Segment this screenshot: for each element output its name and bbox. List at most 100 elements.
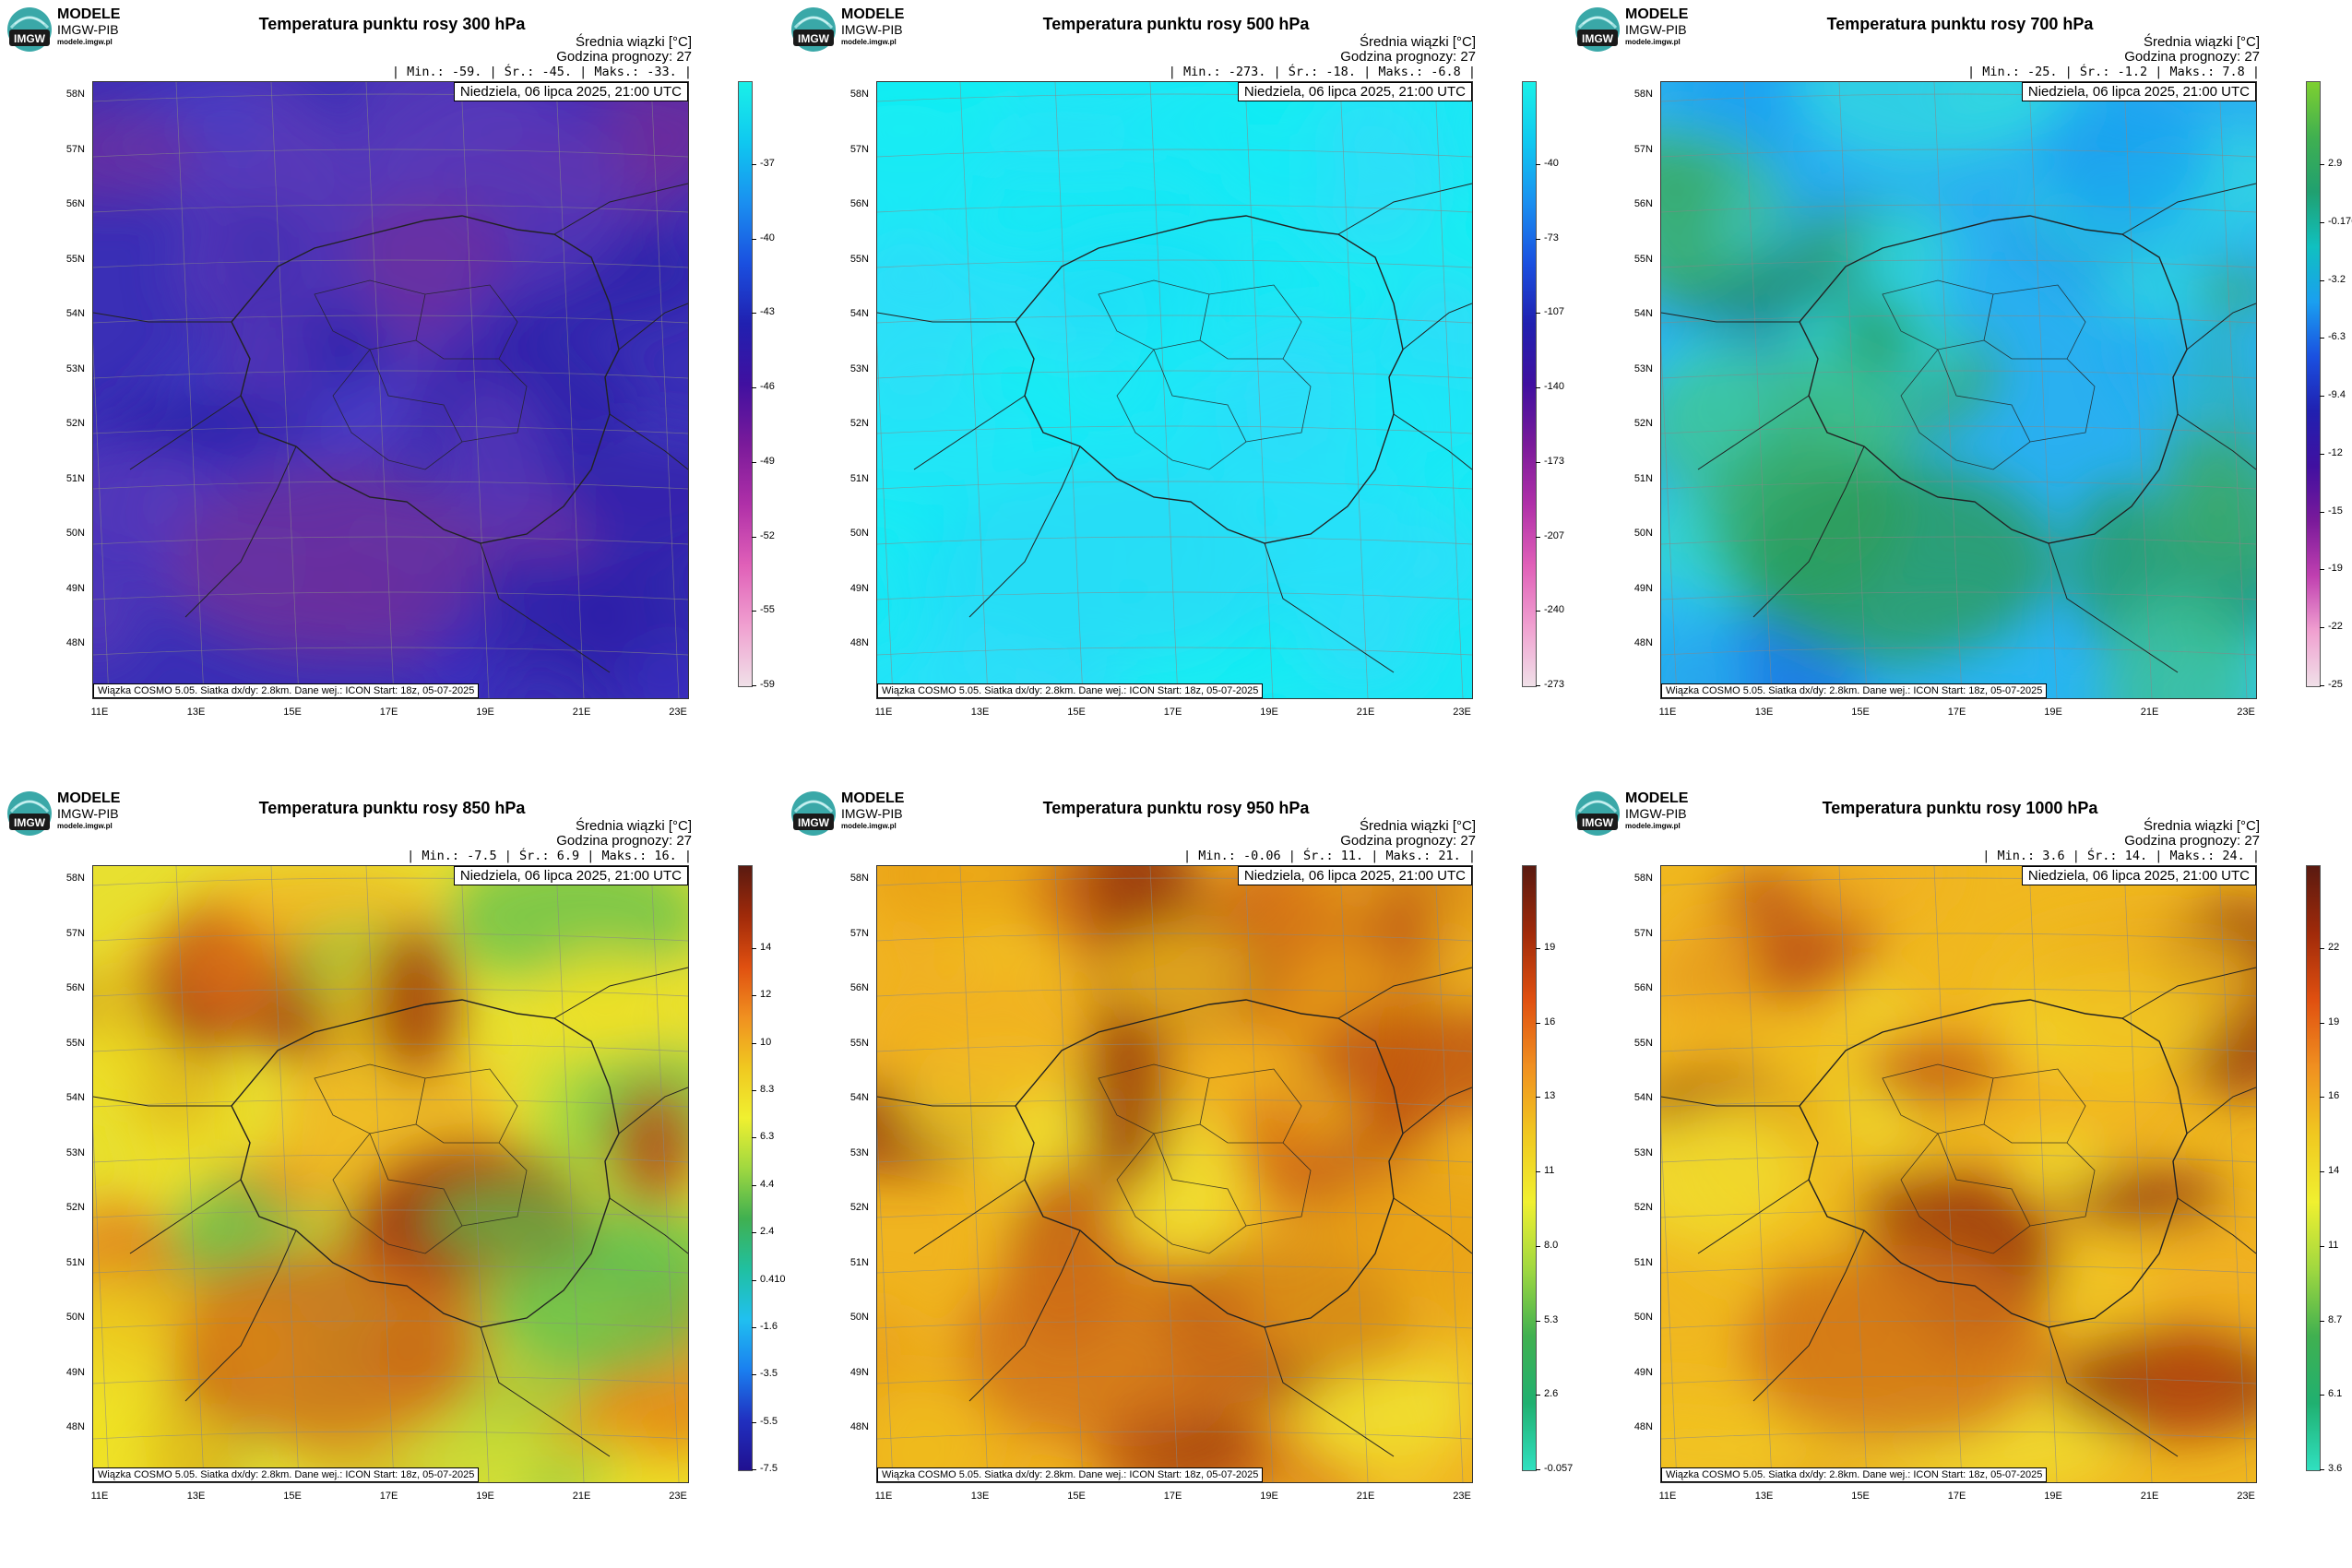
lon-label: 17E xyxy=(1947,1491,1966,1502)
colorbar-tick-label: -1.6 xyxy=(760,1320,778,1332)
lat-label: 56N xyxy=(1633,982,1653,993)
colorbar-tick-label: -5.5 xyxy=(760,1415,778,1427)
colorbar-tick-label: -55 xyxy=(760,604,775,616)
lat-label: 51N xyxy=(849,472,869,484)
lon-label: 19E xyxy=(2044,707,2062,718)
lat-label: 55N xyxy=(65,1037,85,1049)
brand-block: MODELE IMGW-PIB modele.imgw.pl xyxy=(1625,7,1688,46)
lon-label: 11E xyxy=(1658,707,1677,718)
lat-label: 48N xyxy=(65,1421,85,1432)
colorbar-tick-mark xyxy=(752,1184,756,1186)
brand-title: MODELE xyxy=(1625,6,1689,22)
colorbar-tick-mark xyxy=(2320,1245,2324,1247)
colorbar-tick-label: 8.7 xyxy=(2328,1313,2343,1325)
colorbar-tick-label: -15 xyxy=(2328,505,2343,517)
map-area: Niedziela, 06 lipca 2025, 21:00 UTC Wiązk… xyxy=(876,81,1473,699)
colorbar-tick-mark xyxy=(2320,279,2324,281)
colorbar-tick-label: -40 xyxy=(760,232,775,244)
valid-time-box: Niedziela, 06 lipca 2025, 21:00 UTC xyxy=(1237,82,1472,101)
ensemble-mean-label: Średnia wiązki [°C] xyxy=(1359,818,1476,834)
colorbar-tick-mark xyxy=(1536,387,1540,389)
lon-label: 13E xyxy=(970,707,990,718)
map-panel: IMGW MODELE IMGW-PIB modele.imgw.pl Temperat… xyxy=(1568,0,2352,784)
colorbar-tick-label: -173 xyxy=(1544,455,1565,467)
map-field xyxy=(1661,866,2256,1482)
lon-label: 17E xyxy=(379,1491,398,1502)
lat-label: 52N xyxy=(1633,418,1653,429)
colorbar-tick-mark xyxy=(1536,1171,1540,1173)
map-area: Niedziela, 06 lipca 2025, 21:00 UTC Wiązk… xyxy=(1660,81,2257,699)
lat-label: 57N xyxy=(849,143,869,155)
logo-text: IMGW xyxy=(798,32,829,45)
lat-label: 53N xyxy=(1633,362,1653,374)
colorbar-tick-label: -40 xyxy=(1544,158,1559,169)
colorbar-tick-mark xyxy=(1536,1022,1540,1024)
lat-label: 50N xyxy=(849,528,869,539)
lat-label: 51N xyxy=(1633,472,1653,484)
lat-label: 50N xyxy=(65,528,85,539)
lon-label: 11E xyxy=(90,1491,109,1502)
lon-label: 17E xyxy=(1947,707,1966,718)
lat-label: 58N xyxy=(849,89,869,100)
colorbar-tick-mark xyxy=(752,536,756,538)
colorbar xyxy=(738,865,753,1471)
lat-label: 58N xyxy=(65,873,85,884)
lat-label: 54N xyxy=(1633,1092,1653,1103)
lat-label: 50N xyxy=(1633,528,1653,539)
colorbar-tick-mark xyxy=(2320,338,2324,339)
lat-label: 54N xyxy=(65,1092,85,1103)
lon-label: 23E xyxy=(669,707,687,718)
lat-label: 56N xyxy=(849,198,869,209)
colorbar-tick-mark xyxy=(1536,164,1540,165)
lon-label: 23E xyxy=(1453,1491,1471,1502)
colorbar-tick-label: 19 xyxy=(1544,942,1556,953)
colorbar-tick-label: 2.6 xyxy=(1544,1388,1559,1400)
lat-label: 53N xyxy=(849,362,869,374)
lat-label: 56N xyxy=(65,198,85,209)
colorbar-tick-mark xyxy=(2320,164,2324,165)
brand-block: MODELE IMGW-PIB modele.imgw.pl xyxy=(57,791,120,830)
model-info-box: Wiązka COSMO 5.05. Siatka dx/dy: 2.8km. … xyxy=(1661,683,2048,698)
brand-url: modele.imgw.pl xyxy=(841,822,897,830)
brand-url: modele.imgw.pl xyxy=(1625,822,1681,830)
colorbar-tick-label: -6.3 xyxy=(2328,331,2346,343)
logo-text: IMGW xyxy=(14,816,45,829)
brand-title: MODELE xyxy=(841,6,905,22)
colorbar-tick-label: -52 xyxy=(760,529,775,541)
colorbar-tick-mark xyxy=(1536,238,1540,240)
lat-label: 53N xyxy=(1633,1146,1653,1158)
lat-label: 51N xyxy=(1633,1256,1653,1268)
colorbar-tick-label: -9.4 xyxy=(2328,389,2346,401)
lat-label: 57N xyxy=(849,927,869,939)
lat-label: 48N xyxy=(1633,1421,1653,1432)
lat-label: 51N xyxy=(65,1256,85,1268)
lon-label: 13E xyxy=(1754,707,1774,718)
map-panel: IMGW MODELE IMGW-PIB modele.imgw.pl Temperat… xyxy=(0,0,784,784)
colorbar-tick-label: 2.9 xyxy=(2328,158,2343,169)
colorbar-tick-label: 11 xyxy=(1544,1165,1555,1177)
colorbar-tick-mark xyxy=(2320,627,2324,629)
lon-label: 17E xyxy=(379,707,398,718)
colorbar-tick-label: -73 xyxy=(1544,232,1559,244)
colorbar xyxy=(2306,865,2321,1471)
lon-label: 19E xyxy=(2044,1491,2062,1502)
imgw-logo: IMGW xyxy=(1574,790,1621,837)
lat-label: 54N xyxy=(849,1092,869,1103)
panel-info: Średnia wiązki [°C] Godzina prognozy: 27 |… xyxy=(392,35,692,80)
map-field xyxy=(877,82,1472,698)
lat-label: 53N xyxy=(849,1146,869,1158)
lon-label: 21E xyxy=(2140,1491,2159,1502)
lon-label: 15E xyxy=(283,1491,302,1502)
colorbar-tick-mark xyxy=(1536,1395,1540,1396)
forecast-hour-label: Godzina prognozy: 27 xyxy=(2124,833,2260,849)
lon-label: 21E xyxy=(1356,707,1375,718)
colorbar-tick-label: -12 xyxy=(2328,446,2343,458)
brand-title: MODELE xyxy=(841,790,905,806)
lon-label: 19E xyxy=(1260,1491,1278,1502)
colorbar-tick-label: 8.3 xyxy=(760,1084,775,1096)
lat-label: 50N xyxy=(1633,1312,1653,1323)
colorbar-tick-label: -46 xyxy=(760,381,775,393)
lat-label: 55N xyxy=(1633,1037,1653,1049)
panel-info: Średnia wiązki [°C] Godzina prognozy: 27 |… xyxy=(1183,818,1476,864)
lat-label: 49N xyxy=(1633,1366,1653,1378)
